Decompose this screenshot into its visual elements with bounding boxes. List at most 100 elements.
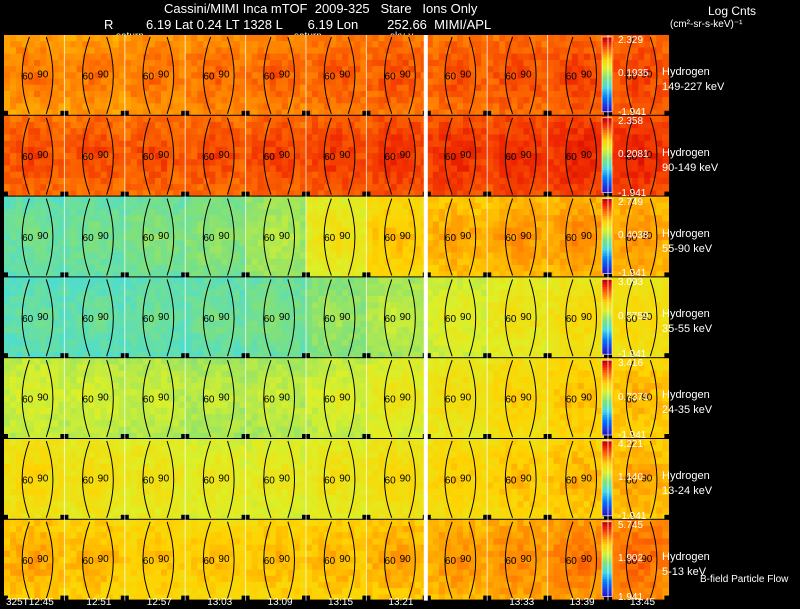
pixel [595, 159, 603, 167]
pixel [493, 78, 500, 86]
pixel [348, 90, 355, 98]
pixel [475, 271, 482, 278]
pixel [306, 240, 313, 247]
colorbar-step [602, 44, 612, 48]
pixel [100, 308, 108, 316]
pixel [227, 202, 235, 210]
pixel [263, 190, 271, 198]
pixel [100, 345, 108, 353]
pixel [52, 128, 59, 136]
pixel [444, 41, 452, 49]
pixel [275, 171, 283, 179]
image-cell: 60 90 [124, 115, 186, 198]
colorbar-step [602, 76, 612, 80]
pixel [76, 296, 84, 303]
pixel [535, 128, 543, 136]
pixel [106, 314, 114, 322]
pixel [469, 90, 476, 98]
pixel [10, 221, 17, 229]
pixel [191, 122, 198, 129]
pixel [203, 171, 210, 179]
pixel [408, 271, 416, 278]
pixel [644, 221, 651, 229]
pixel [293, 165, 301, 173]
pixel [577, 78, 585, 86]
pixel [620, 271, 627, 278]
pixel [263, 221, 271, 229]
pixel [342, 171, 349, 179]
pixel [221, 184, 229, 191]
pixel [511, 246, 518, 254]
pixel [342, 221, 349, 229]
pixel [541, 227, 549, 235]
pixel [432, 128, 440, 136]
pixel [58, 128, 65, 136]
pixel [203, 190, 210, 198]
pixel [499, 97, 506, 104]
pixel [390, 209, 398, 216]
pixel [10, 227, 17, 235]
pixel [10, 41, 17, 49]
pixel [155, 153, 162, 160]
pixel [257, 165, 265, 173]
pixel [100, 240, 108, 247]
pixel [438, 115, 446, 123]
pixel [541, 47, 549, 55]
pixel [76, 165, 84, 173]
pixel [559, 66, 567, 73]
pixel [517, 109, 525, 117]
pixel [263, 171, 271, 179]
pixel [28, 320, 35, 328]
pixel [475, 221, 482, 229]
colorbar-step [602, 140, 612, 144]
pixel [457, 41, 464, 49]
pixel [505, 165, 512, 173]
pixel [595, 90, 603, 98]
pixel [553, 103, 561, 111]
pixel [215, 128, 223, 136]
pixel [191, 258, 198, 266]
contour-label-60: 60 [324, 152, 336, 163]
pixel [487, 184, 494, 191]
pixel [263, 202, 271, 210]
pixel [124, 289, 132, 297]
pixel [287, 246, 295, 254]
pixel [167, 171, 174, 179]
pixel [269, 271, 277, 278]
pixel [58, 209, 65, 216]
pixel [293, 227, 301, 235]
pixel [34, 327, 41, 334]
pixel [638, 78, 645, 86]
pixel [52, 320, 59, 328]
contour-90 [287, 117, 295, 195]
pixel [70, 184, 78, 191]
pixel [656, 271, 663, 278]
pixel [408, 196, 416, 204]
pixel [124, 264, 132, 272]
pixel [336, 240, 343, 247]
contour-label-60: 60 [324, 71, 336, 82]
pixel [245, 196, 253, 204]
pixel [46, 233, 53, 241]
pixel [10, 128, 17, 136]
pixel [257, 84, 265, 92]
pixel [257, 271, 265, 278]
pixel [179, 289, 186, 297]
pixel [215, 84, 223, 92]
pixel [559, 264, 567, 272]
pixel [475, 153, 482, 160]
pixel [348, 109, 355, 117]
pixel [390, 134, 398, 142]
pixel [444, 134, 452, 142]
pixel [457, 90, 464, 98]
pixel [481, 78, 488, 86]
pixel [402, 140, 410, 148]
pixel [312, 271, 319, 278]
pixel [257, 159, 265, 167]
pixel [173, 165, 180, 173]
pixel [275, 159, 283, 167]
pixel [614, 97, 621, 104]
pixel [511, 115, 518, 123]
pixel [571, 122, 579, 129]
pixel [4, 90, 11, 98]
